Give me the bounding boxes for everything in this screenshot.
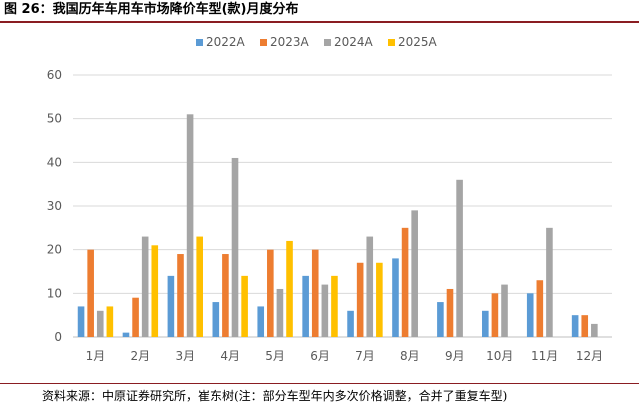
legend-swatch-2022A: [196, 39, 203, 46]
title-divider: [0, 21, 639, 23]
bar-2022A-9月: [437, 302, 444, 337]
bar-2023A-10月: [491, 293, 499, 337]
source-divider: [0, 383, 639, 384]
bar-2024A-9月: [456, 179, 463, 337]
y-axis-tick-labels: 0 10 20 30 40 50 60: [47, 68, 62, 344]
bar-2023A-7月: [356, 262, 364, 337]
chart-gridlines: [73, 74, 612, 338]
bar-2024A-4月: [231, 157, 239, 337]
bar-2024A-12月: [591, 323, 598, 337]
bar-2022A-8月: [392, 258, 399, 337]
bar-2024A-3月: [186, 114, 194, 337]
bar-2025A-4月: [241, 275, 248, 337]
bar-2024A-7月: [366, 236, 374, 337]
y-tick-label: 20: [47, 243, 62, 257]
bar-2022A-5月: [257, 306, 265, 337]
legend-label: 2024A: [334, 35, 374, 49]
bar-2025A-5月: [286, 240, 293, 337]
y-tick-label: 60: [47, 68, 62, 82]
bar-2023A-11月: [536, 280, 544, 337]
y-tick-label: 30: [47, 199, 62, 213]
bar-2024A-2月: [141, 236, 149, 337]
bar-2022A-10月: [482, 310, 489, 337]
y-tick-label: 10: [47, 286, 62, 300]
bar-2024A-11月: [546, 227, 553, 337]
bar-2024A-5月: [276, 288, 284, 337]
legend-label: 2023A: [270, 35, 310, 49]
bar-2022A-2月: [122, 332, 130, 337]
y-tick-label: 50: [47, 112, 62, 126]
bar-2025A-6月: [331, 275, 338, 337]
bar-2023A-2月: [132, 297, 139, 337]
x-tick-label: 1月: [86, 349, 106, 363]
legend-label: 2022A: [206, 35, 246, 49]
x-tick-label: 6月: [310, 349, 330, 363]
bar-2023A-5月: [267, 249, 274, 337]
bar-2025A-1月: [106, 306, 114, 337]
x-tick-label: 7月: [355, 349, 375, 363]
bar-2023A-9月: [446, 288, 454, 337]
source-note: 资料来源：中原证券研究所，崔东树(注：部分车型年内多次价格调整，合并了重复车型): [42, 389, 508, 403]
x-tick-label: 12月: [576, 349, 603, 363]
x-tick-label: 2月: [131, 349, 151, 363]
figure-title: 图 26：我国历年车用车市场降价车型(款)月度分布: [4, 2, 299, 17]
bar-2023A-6月: [311, 249, 319, 337]
bar-2023A-1月: [87, 249, 94, 337]
bar-2022A-1月: [77, 306, 85, 337]
bar-2022A-6月: [302, 275, 309, 337]
legend-swatch-2025A: [388, 39, 395, 46]
x-tick-label: 9月: [445, 349, 465, 363]
x-tick-label: 10月: [486, 349, 513, 363]
x-tick-label: 5月: [265, 349, 285, 363]
bar-2022A-11月: [526, 293, 534, 337]
bar-2023A-4月: [222, 254, 229, 337]
bar-2025A-2月: [151, 245, 159, 337]
bar-2023A-8月: [401, 227, 409, 337]
bar-2024A-10月: [501, 284, 508, 337]
bar-2022A-3月: [167, 275, 175, 337]
chart-bars: [77, 114, 598, 337]
bar-2022A-12月: [571, 315, 579, 337]
bar-2023A-12月: [581, 315, 589, 337]
bar-2025A-7月: [376, 262, 383, 337]
x-axis-tick-labels: 1月 2月 3月 4月 5月 6月 7月 8月 9月 10月 11月 12月: [86, 349, 604, 363]
bar-2024A-8月: [411, 210, 418, 337]
bar-2023A-3月: [177, 254, 184, 337]
bar-chart: 2022A 2023A 2024A 2025A 0 10 20 30 40 50 60 1月 2月 3…: [47, 35, 612, 363]
y-tick-label: 0: [54, 330, 62, 344]
bar-2025A-3月: [196, 236, 203, 337]
legend-swatch-2023A: [260, 39, 267, 46]
x-tick-label: 4月: [220, 349, 240, 363]
legend-label: 2025A: [398, 35, 438, 49]
bar-2024A-1月: [96, 310, 104, 337]
chart-legend: 2022A 2023A 2024A 2025A: [196, 35, 438, 49]
bar-2022A-4月: [212, 302, 220, 337]
x-tick-label: 11月: [531, 349, 558, 363]
x-tick-label: 8月: [400, 349, 420, 363]
y-tick-label: 40: [47, 155, 62, 169]
legend-swatch-2024A: [324, 39, 331, 46]
x-tick-label: 3月: [175, 349, 195, 363]
bar-2022A-7月: [347, 310, 354, 337]
bar-2024A-6月: [321, 284, 329, 337]
